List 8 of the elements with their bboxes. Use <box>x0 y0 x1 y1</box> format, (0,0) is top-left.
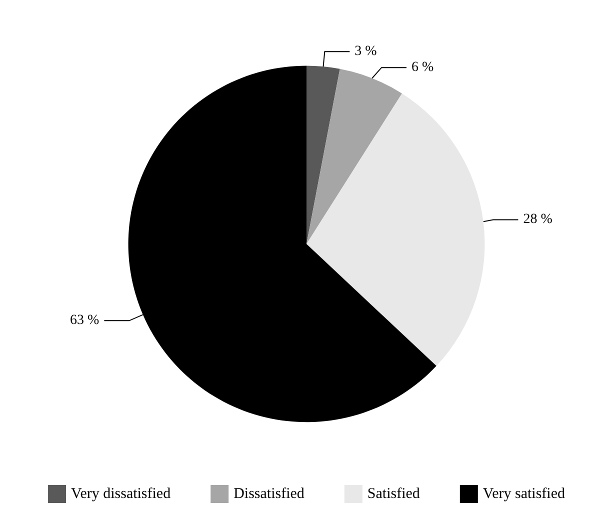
data-label: 3 % <box>354 44 378 60</box>
legend-label: Very dissatisfied <box>71 486 172 502</box>
legend-label: Very satisfied <box>482 486 566 502</box>
data-label: 28 % <box>523 212 553 228</box>
data-label: 63 % <box>70 313 100 328</box>
legend-label: Dissatisfied <box>234 486 305 502</box>
legend-label: Satisfied <box>367 486 420 502</box>
data-label: 6 % <box>412 60 434 76</box>
